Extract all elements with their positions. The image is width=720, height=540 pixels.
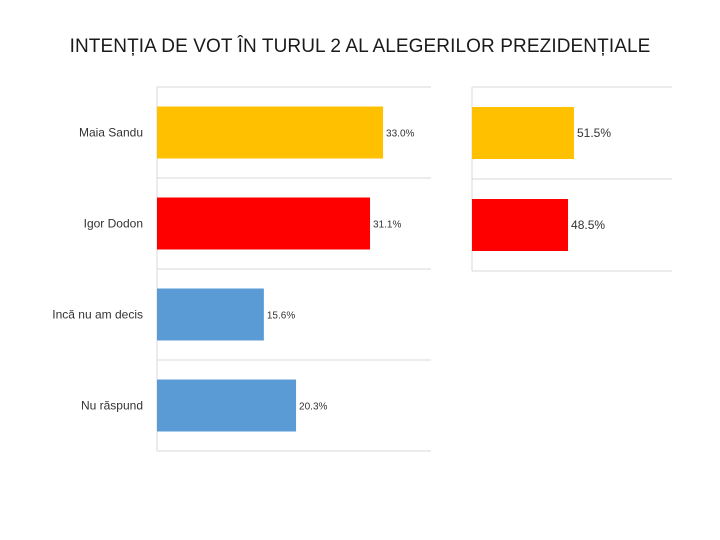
category-label: Maia Sandu — [79, 126, 143, 140]
data-label: 31.1% — [373, 220, 401, 231]
chart-title: INTENȚIA DE VOT ÎN TURUL 2 AL ALEGERILOR… — [69, 36, 651, 57]
category-label: Igor Dodon — [84, 217, 143, 231]
bar — [157, 106, 384, 159]
right-chart: 51.5% 48.5% — [471, 86, 672, 272]
bar — [472, 107, 574, 159]
category-label: Incă nu am decis — [52, 308, 143, 322]
data-label: 15.6% — [267, 311, 295, 322]
left-chart: Maia Sandu 33.0% Igor Dodon 31.1% Incă nu am… — [52, 86, 431, 452]
bar — [157, 197, 371, 250]
bar — [157, 288, 264, 341]
bar — [472, 199, 569, 251]
data-label: 48.5% — [571, 218, 605, 232]
data-label: 20.3% — [299, 402, 327, 413]
data-label: 33.0% — [386, 129, 414, 140]
data-label: 51.5% — [577, 126, 611, 140]
bar — [157, 379, 297, 432]
category-label: Nu răspund — [81, 399, 143, 413]
